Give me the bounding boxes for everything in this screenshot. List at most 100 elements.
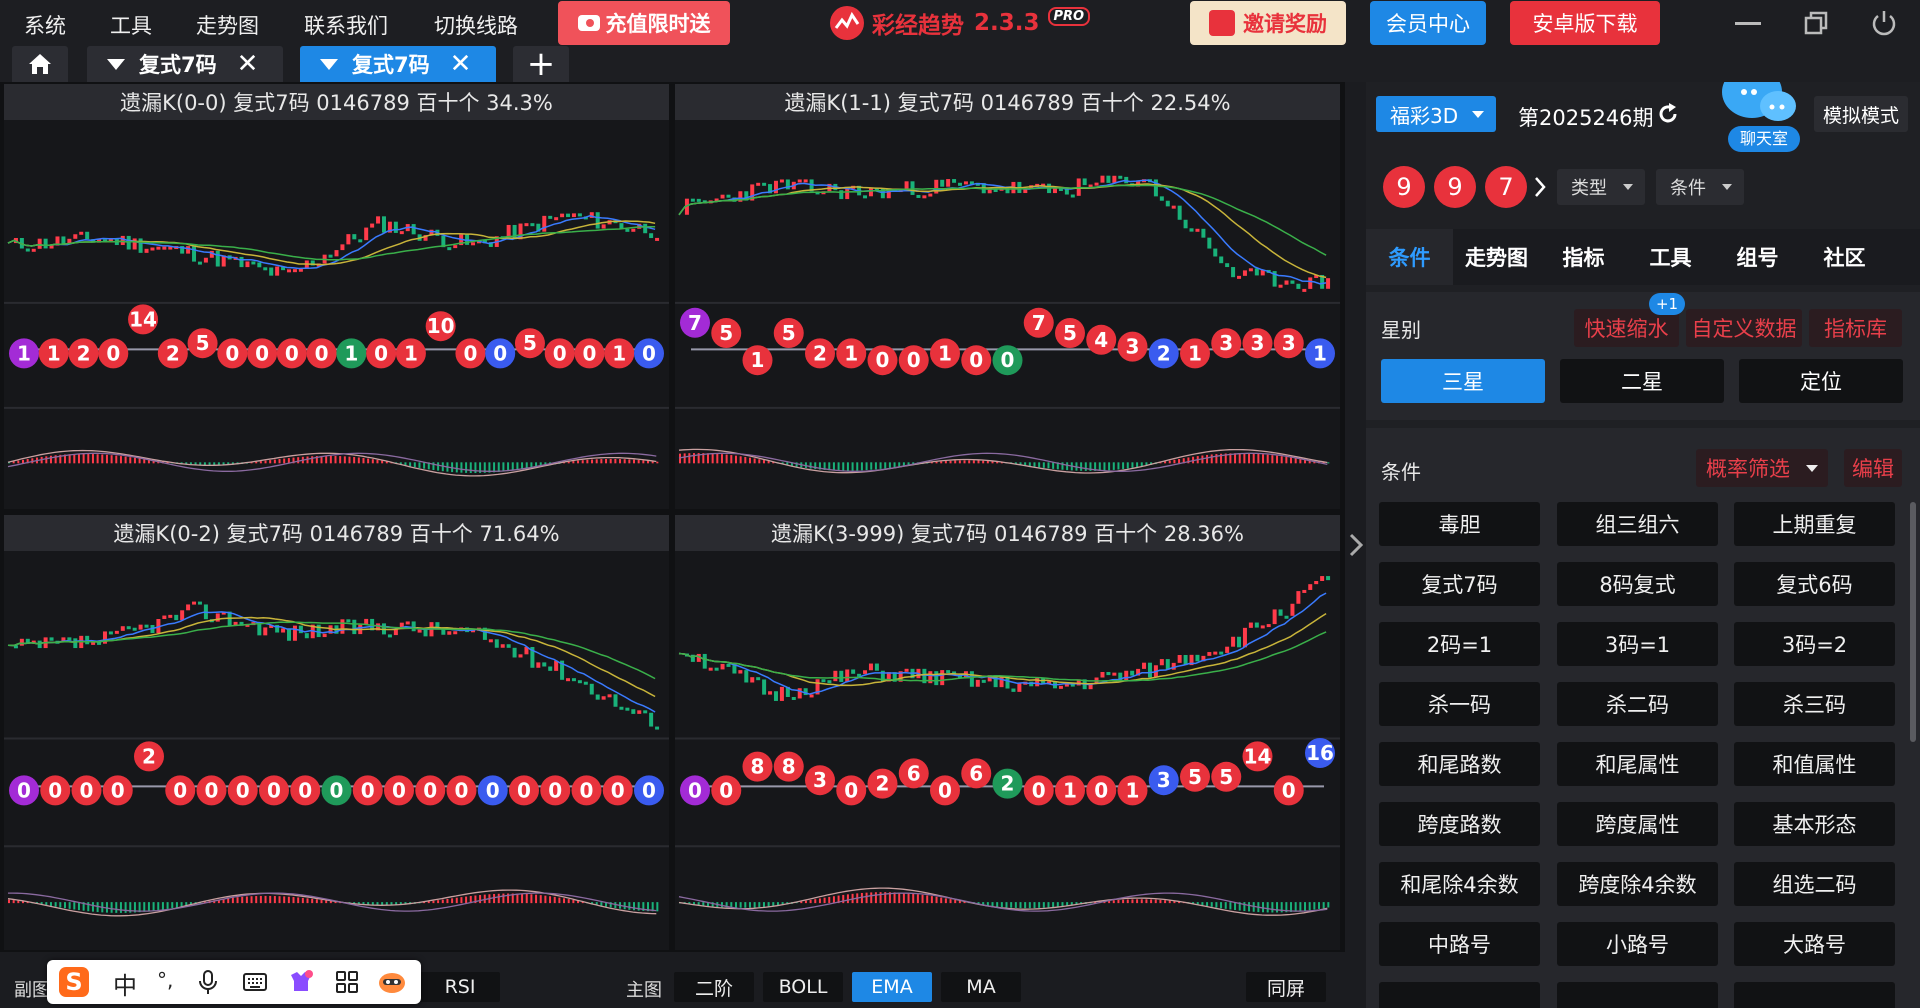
- subtab-community[interactable]: 社区: [1823, 246, 1866, 270]
- ma-button[interactable]: MA: [941, 972, 1021, 1002]
- condition-button[interactable]: 2码=1: [1379, 622, 1540, 666]
- edit-button[interactable]: 编辑: [1844, 449, 1902, 487]
- microphone-icon[interactable]: [197, 969, 219, 995]
- tab-compound7-a[interactable]: 复式7码 ✕: [87, 46, 283, 82]
- chevron-right-icon[interactable]: [1348, 532, 1364, 558]
- condition-button[interactable]: 杀二码: [1557, 682, 1718, 726]
- sogou-logo-icon[interactable]: S: [59, 967, 89, 997]
- miss-ball-label: 0: [298, 778, 312, 802]
- condition-select[interactable]: 条件: [1656, 169, 1744, 205]
- refresh-icon[interactable]: [1656, 102, 1680, 126]
- app-name: 彩经趋势: [872, 13, 964, 39]
- chart-panel[interactable]: 遗漏K(0-0) 复式7码 0146789 百十个 34.3% 1 1 2 0 14 2 5…: [4, 84, 669, 509]
- quick-shrink-button[interactable]: 快速缩水: [1574, 309, 1679, 347]
- star-three-button[interactable]: 三星: [1381, 359, 1545, 403]
- ime-chinese-mode[interactable]: 中: [113, 972, 137, 1000]
- miss-ball: [128, 304, 159, 335]
- minimize-icon[interactable]: [1728, 6, 1768, 40]
- ema-button[interactable]: EMA: [852, 972, 932, 1002]
- power-icon[interactable]: [1864, 6, 1904, 40]
- custom-data-button[interactable]: 自定义数据: [1686, 309, 1802, 347]
- miss-ball-label: 0: [267, 778, 281, 802]
- menu-switch-line[interactable]: 切换线路: [434, 14, 518, 38]
- miss-ball: [165, 775, 196, 806]
- promo-button[interactable]: 充值限时送: [558, 1, 730, 45]
- close-icon[interactable]: ✕: [449, 49, 472, 79]
- invite-button[interactable]: 邀请奖励: [1190, 1, 1346, 45]
- condition-button[interactable]: 组三组六: [1557, 502, 1718, 546]
- subtab-trend[interactable]: 走势图: [1465, 246, 1528, 270]
- condition-button[interactable]: 和尾属性: [1557, 742, 1718, 786]
- subtab-tools[interactable]: 工具: [1649, 246, 1692, 270]
- scrollbar[interactable]: [1910, 502, 1916, 742]
- miss-ball-label: 8: [751, 755, 765, 779]
- close-icon[interactable]: ✕: [236, 49, 259, 79]
- condition-button[interactable]: 基本形态: [1734, 802, 1895, 846]
- miss-ball-label: 1: [612, 341, 626, 365]
- keyboard-icon[interactable]: [242, 971, 268, 993]
- condition-button[interactable]: 小路号: [1557, 922, 1718, 966]
- menu-system[interactable]: 系统: [24, 14, 66, 38]
- condition-button[interactable]: 复式6码: [1734, 562, 1895, 606]
- promo-label: 充值限时送: [605, 12, 711, 36]
- add-tab-button[interactable]: +: [513, 44, 569, 84]
- subtab-group[interactable]: 组号: [1736, 246, 1779, 270]
- rsi-button[interactable]: RSI: [420, 972, 500, 1002]
- condition-button[interactable]: 跨度属性: [1557, 802, 1718, 846]
- prob-filter-select[interactable]: 概率筛选: [1696, 449, 1828, 487]
- condition-button[interactable]: 毒胆: [1379, 502, 1540, 546]
- star-two-button[interactable]: 二星: [1560, 359, 1724, 403]
- grid-tools-icon[interactable]: [335, 970, 359, 994]
- condition-button[interactable]: 中路号: [1379, 922, 1540, 966]
- condition-button[interactable]: 跨度路数: [1379, 802, 1540, 846]
- miss-ball-label: 1: [938, 341, 952, 365]
- condition-button[interactable]: 3码=1: [1557, 622, 1718, 666]
- restore-icon[interactable]: [1796, 6, 1836, 40]
- chevron-right-icon[interactable]: [1533, 176, 1547, 198]
- condition-button[interactable]: [1379, 982, 1540, 1008]
- member-center-button[interactable]: 会员中心: [1370, 1, 1486, 45]
- miss-ball: [961, 345, 992, 376]
- ime-punct-mode[interactable]: °,: [157, 968, 174, 992]
- panel-splitter[interactable]: [1347, 82, 1365, 952]
- condition-button[interactable]: 组选二码: [1734, 862, 1895, 906]
- miss-ball: [1148, 765, 1179, 796]
- sync-screen-button[interactable]: 同屏: [1246, 972, 1326, 1002]
- menu-trend[interactable]: 走势图: [196, 14, 259, 38]
- condition-button[interactable]: 和尾除4余数: [1379, 862, 1540, 906]
- condition-button[interactable]: 复式7码: [1379, 562, 1540, 606]
- condition-button[interactable]: 和尾路数: [1379, 742, 1540, 786]
- condition-button[interactable]: 大路号: [1734, 922, 1895, 966]
- condition-button[interactable]: 8码复式: [1557, 562, 1718, 606]
- condition-button[interactable]: 杀一码: [1379, 682, 1540, 726]
- skin-icon[interactable]: [287, 969, 315, 995]
- boll-button[interactable]: BOLL: [763, 972, 843, 1002]
- second-order-button[interactable]: 二阶: [674, 972, 754, 1002]
- android-download-button[interactable]: 安卓版下载: [1510, 1, 1660, 45]
- condition-button[interactable]: 杀三码: [1734, 682, 1895, 726]
- condition-button[interactable]: 跨度除4余数: [1557, 862, 1718, 906]
- subtab-indicators[interactable]: 指标: [1562, 246, 1605, 270]
- type-select[interactable]: 类型: [1557, 169, 1645, 205]
- mascot-icon[interactable]: [377, 969, 407, 995]
- indicator-lib-button[interactable]: 指标库: [1809, 309, 1902, 347]
- tab-compound7-b[interactable]: 复式7码 ✕: [300, 46, 496, 82]
- chat-room-button[interactable]: 聊天室: [1714, 82, 1810, 152]
- subtab-conditions[interactable]: 条件: [1366, 229, 1453, 285]
- condition-button[interactable]: [1734, 982, 1895, 1008]
- menu-tools[interactable]: 工具: [110, 14, 152, 38]
- lottery-select[interactable]: 福彩3D: [1376, 96, 1496, 132]
- menu-contact[interactable]: 联系我们: [304, 14, 388, 38]
- miss-ball: [898, 758, 929, 789]
- home-tab[interactable]: [12, 46, 68, 82]
- simulate-mode-button[interactable]: 模拟模式: [1814, 96, 1908, 132]
- star-position-button[interactable]: 定位: [1739, 359, 1903, 403]
- condition-button[interactable]: 上期重复: [1734, 502, 1895, 546]
- condition-button[interactable]: 3码=2: [1734, 622, 1895, 666]
- ime-toolbar[interactable]: S 中 °,: [47, 960, 421, 1004]
- condition-button[interactable]: 和值属性: [1734, 742, 1895, 786]
- condition-button[interactable]: [1557, 982, 1718, 1008]
